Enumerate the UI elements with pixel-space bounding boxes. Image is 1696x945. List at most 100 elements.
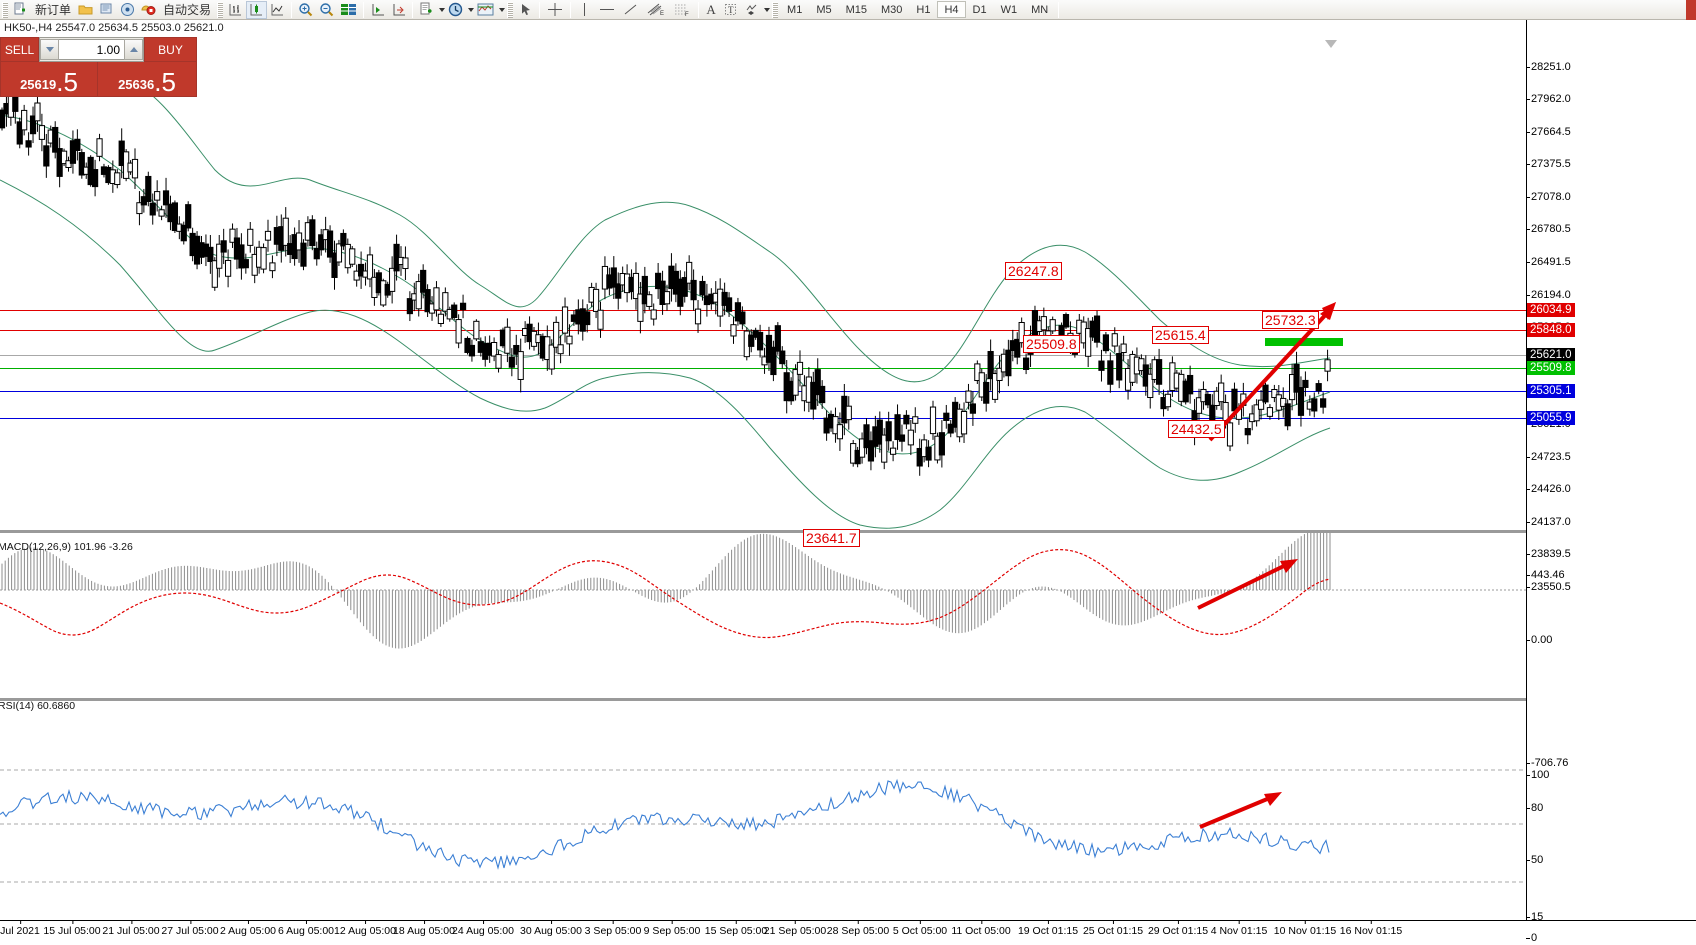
- data-window-icon[interactable]: [337, 1, 360, 19]
- price-annotation[interactable]: 24432.5: [1168, 420, 1225, 438]
- volume-field[interactable]: 1.00: [39, 37, 144, 62]
- price-annotation[interactable]: 25615.4: [1152, 326, 1209, 344]
- price-tick: 26491.5: [1526, 256, 1571, 268]
- price-level-label[interactable]: 25305.1: [1527, 384, 1575, 398]
- bar-chart-icon[interactable]: [225, 1, 246, 19]
- time-tick: 27 Jul 05:00: [161, 920, 219, 937]
- new-chart-icon[interactable]: [416, 1, 437, 19]
- trendline-icon[interactable]: [619, 1, 643, 19]
- text-box-icon[interactable]: T: [720, 1, 741, 19]
- buy-zone-highlight: [1265, 338, 1343, 346]
- time-tick: 29 Oct 01:15: [1147, 920, 1209, 937]
- timeframe-m1[interactable]: M1: [787, 4, 803, 16]
- price-tick: 27375.5: [1526, 158, 1571, 170]
- one-click-trading-panel[interactable]: SELL 1.00 BUY 25619.5 25636.5: [0, 37, 197, 97]
- macd-trend-arrow: [1197, 559, 1298, 610]
- chevron-down-icon: [45, 47, 54, 52]
- macd-histogram: [1, 533, 1331, 649]
- macd-header: MACD(12,26,9) 101.96 -3.26: [0, 541, 133, 553]
- autotrading-label[interactable]: 自动交易: [163, 3, 212, 17]
- time-tick: 25 Oct 01:15: [1082, 920, 1144, 937]
- fibonacci-icon[interactable]: F: [669, 1, 695, 19]
- signal-icon[interactable]: [117, 1, 138, 19]
- toolbar-divider-4: [539, 1, 541, 18]
- price-tick: 27962.0: [1526, 93, 1571, 105]
- price-level-label[interactable]: 25509.8: [1527, 361, 1575, 375]
- time-tick: 11 Oct 05:00: [951, 920, 1011, 937]
- svg-text:F: F: [685, 12, 689, 17]
- toolbar-divider-6: [698, 1, 700, 18]
- period-icon[interactable]: [445, 1, 466, 19]
- macd-plot[interactable]: [0, 533, 1526, 698]
- price-level-label[interactable]: 26034.9: [1527, 303, 1575, 317]
- price-level-label[interactable]: 25848.0: [1527, 323, 1575, 337]
- price-level-label[interactable]: 25621.0: [1527, 348, 1575, 362]
- timeframe-m30[interactable]: M30: [881, 4, 903, 16]
- time-axis[interactable]: Jul 2021 15 Jul 05:00 21 Jul 05:00 27 Jul 0…: [0, 920, 1696, 945]
- timeframe-h4[interactable]: H4: [937, 1, 966, 18]
- sell-price-dec: .5: [56, 66, 78, 97]
- buy-button[interactable]: BUY: [144, 37, 197, 62]
- period-dropdown-caret[interactable]: [468, 7, 475, 12]
- rsi-plot[interactable]: [0, 702, 1526, 940]
- rsi-header: RSI(14) 60.6860: [0, 700, 76, 712]
- toolbar-grip-4[interactable]: [772, 1, 779, 18]
- price-tick: 26780.5: [1526, 223, 1571, 235]
- arrows-dropdown-caret[interactable]: [764, 7, 771, 12]
- terminal-icon[interactable]: [96, 1, 117, 19]
- price-annotation[interactable]: 23641.7: [803, 529, 860, 547]
- timeframe-h1[interactable]: H1: [916, 4, 931, 16]
- auto-scroll-icon[interactable]: [388, 1, 409, 19]
- volume-value[interactable]: 1.00: [59, 39, 124, 60]
- zoom-out-icon[interactable]: [316, 1, 337, 19]
- timeframe-w1[interactable]: W1: [1000, 4, 1018, 16]
- price-chart-plot[interactable]: [0, 20, 1526, 530]
- sell-price[interactable]: 25619.5: [0, 62, 98, 97]
- chart-shift-icon[interactable]: [367, 1, 388, 19]
- timeframe-m5[interactable]: M5: [816, 4, 832, 16]
- price-axis[interactable]: 28251.0 27962.0 27664.5 27375.5 27078.0 26780…: [1525, 20, 1696, 944]
- panel-separator-2: [0, 698, 1526, 701]
- price-tick: 24137.0: [1526, 516, 1571, 528]
- time-tick: 21 Jul 05:00: [102, 920, 160, 937]
- timeframe-mn[interactable]: MN: [1031, 4, 1049, 16]
- price-tick: 28251.0: [1526, 61, 1571, 73]
- indicators-icon[interactable]: [474, 1, 497, 19]
- toolbar-grip[interactable]: [2, 1, 8, 18]
- arrows-icon[interactable]: [741, 1, 762, 19]
- new-chart-dropdown-caret[interactable]: [439, 7, 446, 12]
- autotrading-icon[interactable]: [138, 1, 159, 19]
- new-order-icon[interactable]: [10, 1, 31, 19]
- timeframe-d1[interactable]: D1: [972, 4, 987, 16]
- buy-price[interactable]: 25636.5: [98, 62, 197, 97]
- price-level-line: [0, 355, 1526, 356]
- new-order-label[interactable]: 新订单: [35, 3, 72, 17]
- zoom-in-icon[interactable]: [295, 1, 316, 19]
- macd-tick: 443.46: [1526, 569, 1565, 581]
- price-annotation[interactable]: 25509.8: [1023, 335, 1080, 353]
- price-level-label[interactable]: 25055.9: [1527, 411, 1575, 425]
- crosshair-icon[interactable]: [543, 1, 567, 19]
- price-annotation[interactable]: 26247.8: [1005, 262, 1062, 280]
- indicators-dropdown-caret[interactable]: [499, 7, 506, 12]
- line-chart-icon[interactable]: [267, 1, 288, 19]
- text-label-icon[interactable]: A: [702, 1, 720, 19]
- sell-button[interactable]: SELL: [0, 37, 39, 62]
- vertical-line-icon[interactable]: [574, 1, 595, 19]
- price-tick: 24723.5: [1526, 451, 1571, 463]
- volume-decrement-button[interactable]: [40, 39, 59, 60]
- toolbar-grip-2[interactable]: [217, 1, 224, 18]
- equidistant-channel-icon[interactable]: E: [643, 1, 669, 19]
- timeframe-m15[interactable]: M15: [845, 4, 867, 16]
- price-level-line: [0, 391, 1526, 392]
- symbol-header: HK50-,H4 25547.0 25634.5 25503.0 25621.0: [4, 22, 224, 34]
- close-window-button[interactable]: [1686, 0, 1696, 20]
- price-annotation[interactable]: 25732.3: [1262, 311, 1319, 329]
- toolbar-grip-3[interactable]: [507, 1, 514, 18]
- folder-icon[interactable]: [75, 1, 96, 19]
- horizontal-line-icon[interactable]: [595, 1, 619, 19]
- chart-container[interactable]: HK50-,H4 25547.0 25634.5 25503.0 25621.0…: [0, 20, 1696, 945]
- cursor-icon[interactable]: [515, 1, 536, 19]
- candlestick-chart-icon[interactable]: [246, 0, 268, 19]
- volume-increment-button[interactable]: [124, 39, 143, 60]
